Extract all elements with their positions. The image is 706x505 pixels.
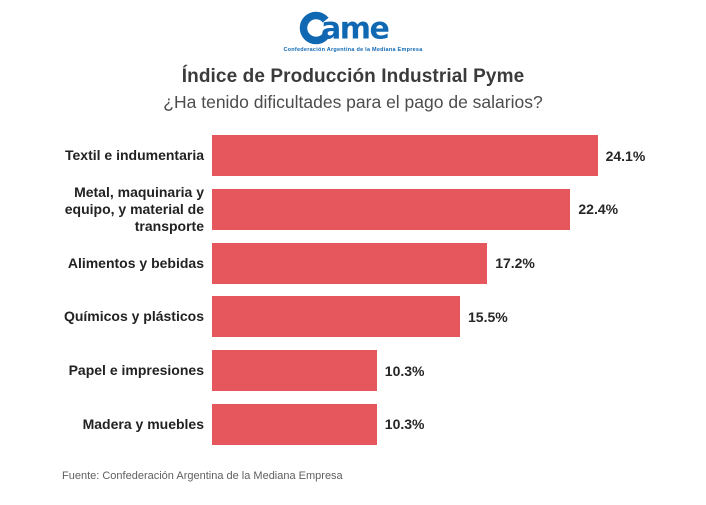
bar-track: 10.3% xyxy=(212,403,676,445)
value-label: 15.5% xyxy=(468,308,508,325)
bar-track: 24.1% xyxy=(212,135,676,176)
category-label: Madera y muebles xyxy=(82,416,204,433)
bar-row: Papel e impresiones 10.3% xyxy=(56,350,676,392)
bar-track: 17.2% xyxy=(212,242,676,284)
bar-track: 15.5% xyxy=(212,296,676,338)
category-label: Alimentos y bebidas xyxy=(67,254,204,271)
bar[interactable] xyxy=(212,188,571,230)
source-note: Fuente: Confederación Argentina de la Me… xyxy=(62,470,343,482)
header: ame Confederación Argentina de la Median… xyxy=(0,0,706,113)
bar-chart: Textil e indumentaria 24.1% Metal, maquina… xyxy=(56,135,676,458)
bar-row: Metal, maquinaria y equipo, y material d… xyxy=(56,184,676,234)
bar[interactable] xyxy=(212,296,460,338)
bar[interactable] xyxy=(212,242,488,284)
bar-row: Alimentos y bebidas 17.2% xyxy=(56,242,676,284)
category-label: Químicos y plásticos xyxy=(63,308,204,325)
category-label: Metal, maquinaria y equipo, y material d… xyxy=(64,183,204,234)
bar-row: Textil e indumentaria 24.1% xyxy=(56,135,676,176)
chart-subtitle: ¿Ha tenido dificultades para el pago de … xyxy=(163,92,543,112)
bar[interactable] xyxy=(212,350,377,392)
value-label: 22.4% xyxy=(578,201,619,218)
category-label: Papel e impresiones xyxy=(68,362,204,379)
bar[interactable] xyxy=(212,135,598,176)
chart-title: Índice de Producción Industrial Pyme xyxy=(181,66,525,87)
bar-row: Madera y muebles 10.3% xyxy=(56,403,676,445)
came-logo: ame Confederación Argentina de la Median… xyxy=(283,6,423,54)
category-label: Textil e indumentaria xyxy=(65,147,204,164)
bar-row: Químicos y plásticos 15.5% xyxy=(56,296,676,338)
bar[interactable] xyxy=(212,403,377,445)
bar-track: 10.3% xyxy=(212,350,676,392)
value-label: 10.3% xyxy=(384,362,425,379)
value-label: 24.1% xyxy=(605,147,646,164)
came-logo-mark: ame xyxy=(299,11,390,47)
value-label: 17.2% xyxy=(495,255,535,272)
logo-c-ring xyxy=(299,11,333,45)
bar-track: 22.4% xyxy=(212,188,676,230)
logo-letters: ame xyxy=(321,12,389,47)
value-label: 10.3% xyxy=(384,416,425,433)
logo-tagline: Confederación Argentina de la Mediana Em… xyxy=(283,47,423,53)
